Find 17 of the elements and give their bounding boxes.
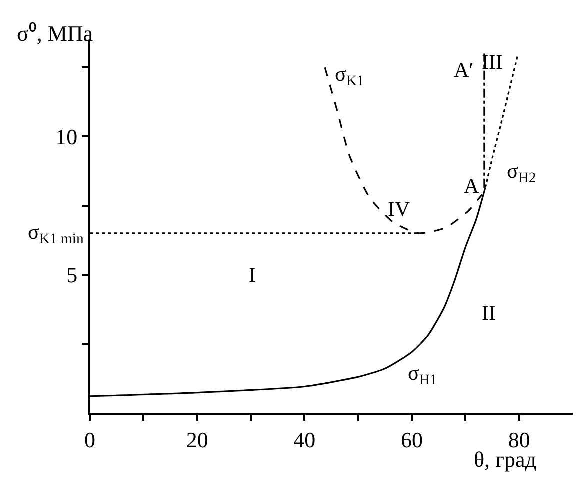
series-label: σ$_{H2}$	[507, 159, 536, 186]
x-tick-label: 0	[84, 427, 96, 452]
series-label: σ$_{K1}$	[335, 62, 364, 90]
x-tick-label: 20	[186, 427, 208, 452]
annotation: A	[464, 174, 480, 198]
y-axis-title: σ⁰, МПа	[17, 21, 94, 46]
annotation: II	[482, 301, 496, 325]
annotation: σ$_{K1 min}$	[28, 220, 84, 248]
annotation: IV	[388, 197, 410, 221]
annotation: A′	[454, 58, 474, 82]
y-tick-label: 10	[56, 124, 78, 150]
annotation: III	[482, 50, 503, 74]
x-tick-label: 60	[401, 427, 423, 452]
series-label: σ$_{H1}$	[408, 361, 438, 388]
annotation: I	[249, 263, 256, 287]
x-tick-label: 40	[294, 427, 316, 452]
y-tick-label: 5	[66, 262, 78, 288]
